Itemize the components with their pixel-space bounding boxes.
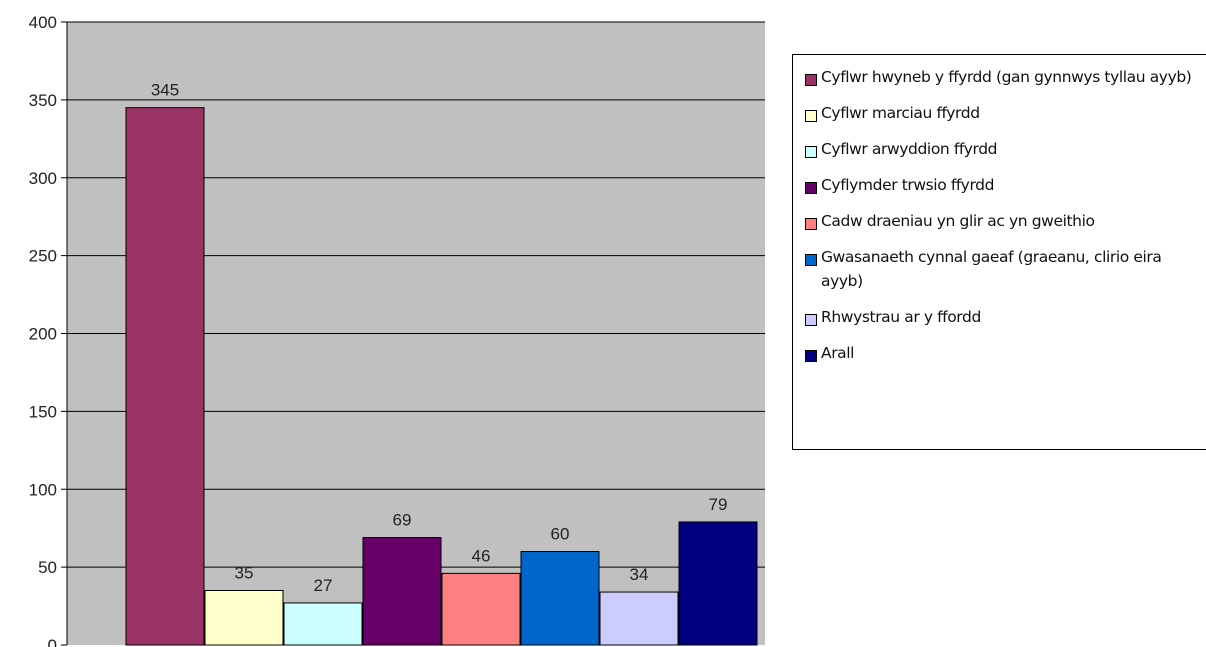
chart-legend: Cyflwr hwyneb y ffyrdd (gan gynnwys tyll… [792,54,1206,450]
bar [678,521,758,646]
legend-label: Cyflwr marciau ffyrdd [821,104,980,122]
legend-swatch [805,74,817,86]
data-label: 27 [314,576,333,595]
data-label: 35 [235,563,254,582]
data-label: 46 [472,546,491,565]
data-label: 60 [551,525,570,544]
legend-label: Cyflwr arwyddion ffyrdd [821,140,998,158]
data-label: 79 [709,495,728,514]
y-tick-label: 250 [29,247,57,266]
y-tick-label: 0 [48,636,57,647]
legend-swatch [805,350,817,362]
legend-item: Gwasanaeth cynnal gaeaf (graeanu, clirio… [805,248,1206,293]
data-label: 345 [151,81,179,100]
y-tick-label: 300 [29,169,57,188]
data-label: 34 [630,565,649,584]
y-tick-label: 50 [38,558,57,577]
legend-swatch [805,146,817,158]
legend-item: Cyflwr arwyddion ffyrdd [805,140,1206,161]
y-tick-label: 100 [29,480,57,499]
bar [125,107,205,646]
bar [599,591,679,646]
y-tick-label: 150 [29,402,57,421]
legend-label: Arall [821,344,855,362]
legend-swatch [805,254,817,266]
y-tick-label: 350 [29,91,57,110]
legend-item: Cyflymder trwsio ffyrdd [805,176,1206,197]
legend-item: Cyflwr marciau ffyrdd [805,104,1206,125]
legend-swatch [805,314,817,326]
legend-item: Rhwystrau ar y ffordd [805,308,1206,329]
bar [520,551,600,646]
data-label: 69 [393,511,412,530]
legend-item: Cadw draeniau yn glir ac yn gweithio [805,212,1206,233]
bar [283,602,363,646]
bar [204,589,284,646]
legend-label: Cadw draeniau yn glir ac yn gweithio [821,212,1095,230]
legend-item: Arall [805,344,1206,365]
legend-swatch [805,218,817,230]
legend-swatch [805,182,817,194]
legend-label: Cyflymder trwsio ffyrdd [821,176,995,194]
y-tick-label: 200 [29,325,57,344]
legend-label: Rhwystrau ar y ffordd [821,308,981,326]
y-tick-label: 400 [29,13,57,32]
bar [362,537,442,646]
legend-swatch [805,110,817,122]
bar-chart: 0 50 100 150 200 250 300 350 400 345 35 27 69 46 60 34… [29,13,765,647]
legend-label: Gwasanaeth cynnal gaeaf (graeanu, clirio… [821,248,1162,290]
legend-label: Cyflwr hwyneb y ffyrdd (gan gynnwys tyll… [821,68,1192,86]
legend-item: Cyflwr hwyneb y ffyrdd (gan gynnwys tyll… [805,68,1206,89]
bar [441,572,521,646]
